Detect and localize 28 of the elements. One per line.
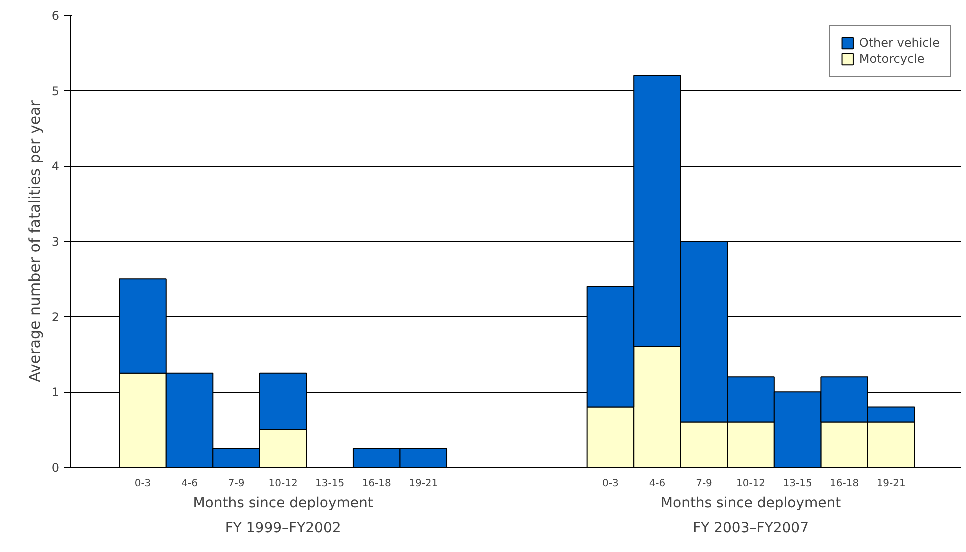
y-tick-label: 3 [52, 235, 60, 249]
x-tick-label: 13-15 [316, 478, 345, 490]
text: Months since deployment [660, 496, 842, 512]
x-tick-label: 16-18 [362, 478, 392, 490]
y-tick-label: 1 [52, 386, 60, 400]
x-tick-label: 0-3 [602, 478, 619, 490]
y-tick-label: 5 [52, 84, 60, 98]
y-tick-label: 6 [52, 9, 60, 23]
legend-label: Motorcycle [859, 52, 925, 66]
x-tick-label: 19-21 [409, 478, 438, 490]
x-tick-label: 13-15 [783, 478, 812, 490]
text: Months since deployment [193, 496, 374, 512]
y-tick-label: 4 [52, 160, 60, 174]
x-tick-label: 4-6 [182, 478, 198, 490]
y-tick-label: 0 [52, 461, 60, 475]
x-tick-label: 16-18 [830, 478, 860, 490]
x-tick-label: 10-12 [736, 478, 766, 490]
y-tick-label: 2 [52, 310, 60, 324]
x-tick-label: 10-12 [268, 478, 298, 490]
x-tick-label: 7-9 [228, 478, 245, 490]
text: FY 1999–FY2002 [225, 520, 342, 536]
legend-label: Other vehicle [859, 36, 940, 50]
x-tick-label: 7-9 [696, 478, 712, 490]
x-tick-label: 4-6 [649, 478, 666, 490]
text: FY 2003–FY2007 [693, 520, 809, 536]
x-tick-label: 19-21 [876, 478, 906, 490]
x-tick-label: 0-3 [134, 478, 152, 490]
y-axis-title: Average number of fatalities per year [26, 100, 44, 382]
